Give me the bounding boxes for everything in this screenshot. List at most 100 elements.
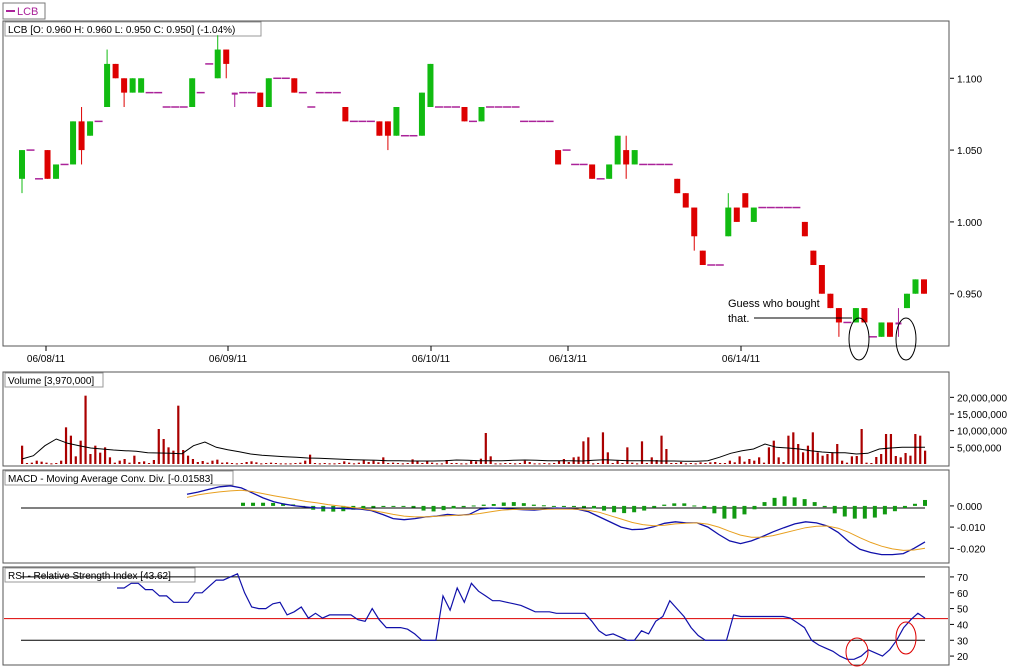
candle-body [750, 207, 757, 222]
macd-line [186, 485, 926, 556]
candle [878, 322, 885, 337]
volume-bar [748, 459, 751, 464]
candle [614, 135, 621, 165]
macd-histogram-bar [401, 505, 406, 507]
volume-bar [841, 460, 844, 464]
volume-bar [133, 455, 136, 464]
macd-histogram-bar [361, 505, 366, 509]
volume-bar [567, 462, 570, 464]
macd-histogram-bar [481, 504, 486, 506]
macd-histogram-bar [261, 502, 266, 506]
volume-bar [753, 460, 756, 464]
volume-bar [162, 439, 165, 464]
volume-bar [333, 463, 336, 465]
volume-bar [294, 463, 297, 464]
candle-body [623, 150, 630, 165]
volume-bar [108, 457, 112, 464]
macd-histogram-bar [491, 503, 496, 506]
macd-histogram-bar [642, 505, 647, 511]
price-panel[interactable]: LCB [O: 0.960 H: 0.960 L: 0.950 C: 0.950… [2, 20, 982, 361]
volume-bar [738, 456, 741, 464]
candle [725, 193, 732, 237]
volume-y-tick-label: 20,000,000 [957, 393, 1007, 404]
volume-bar [484, 433, 487, 464]
volume-bar [821, 455, 824, 464]
volume-bar [201, 461, 204, 464]
volume-bar [21, 445, 24, 464]
volume-bar [528, 462, 531, 464]
volume-bar [626, 447, 629, 464]
date-tick-label: 06/14/11 [722, 354, 761, 365]
volume-bar [474, 461, 478, 464]
volume-bar [138, 462, 141, 464]
volume-bar [533, 463, 536, 465]
macd-histogram-bar [732, 505, 737, 519]
candle [818, 265, 825, 294]
candle [291, 78, 298, 93]
volume-bar [855, 456, 858, 464]
candle [427, 63, 434, 107]
volume-bar [509, 463, 512, 464]
volume-bar [308, 454, 312, 464]
price-y-tick-label: 0.950 [957, 290, 982, 301]
candle-body [44, 150, 51, 179]
macd-histogram-bar [281, 503, 286, 506]
volume-bar [362, 459, 365, 464]
macd-histogram-bar [812, 502, 817, 506]
volume-bar [274, 463, 278, 464]
volume-bar [767, 447, 771, 464]
volume-bar [636, 463, 639, 465]
candle-body [78, 121, 85, 151]
macd-histogram-bar [461, 505, 466, 508]
volume-bars [21, 395, 927, 465]
candle [418, 92, 425, 136]
volume-bar [64, 427, 68, 464]
candle-body [121, 78, 128, 93]
volume-bar [35, 460, 38, 464]
legend-tab[interactable]: LCB [2, 2, 46, 20]
candle-body [214, 49, 221, 79]
volume-bar [518, 463, 522, 464]
volume-bar [245, 462, 248, 464]
annotation-line-2: that. [728, 313, 749, 325]
candle [903, 293, 910, 309]
volume-bar [592, 463, 595, 465]
candle-body [810, 250, 817, 265]
candle-body [801, 221, 808, 237]
candle [589, 164, 596, 179]
candle-body [265, 78, 272, 107]
candle-body [852, 308, 859, 323]
candle-body [19, 150, 25, 179]
volume-bar [845, 462, 849, 464]
date-tick-label: 06/13/11 [549, 354, 588, 365]
volume-bar [226, 462, 229, 464]
candle [53, 164, 60, 179]
candle [138, 78, 145, 93]
macd-histogram-bar [241, 502, 245, 506]
candle [801, 221, 808, 237]
volume-bar [904, 453, 907, 464]
candle-body [87, 121, 94, 136]
volume-bar [177, 405, 180, 464]
volume-bar [582, 441, 585, 464]
volume-bar [99, 452, 102, 464]
macd-histogram-bar [682, 503, 687, 506]
volume-bar [191, 459, 195, 464]
macd-y-tick-label: -0.010 [957, 523, 986, 534]
macd-histogram-bar [561, 505, 566, 507]
candle-body [555, 150, 562, 165]
volume-bar [211, 460, 214, 464]
rsi-panel[interactable]: RSI - Relative Strength Index [43.62] 70… [2, 566, 969, 667]
candle [223, 49, 230, 79]
volume-panel[interactable]: Volume [3,970,000] 20,000,000 15,000,000 1… [2, 371, 1007, 467]
volume-bar [387, 463, 390, 464]
candle-body [129, 78, 136, 93]
candle-body [223, 49, 230, 64]
volume-bar [391, 462, 395, 464]
macd-panel[interactable]: MACD - Moving Average Conv. Div. [-0.015… [2, 469, 986, 564]
macd-histogram-bar [251, 502, 256, 506]
volume-bar [875, 457, 878, 464]
volume-bar [870, 463, 873, 464]
volume-y-tick-label: 10,000,000 [957, 427, 1007, 438]
